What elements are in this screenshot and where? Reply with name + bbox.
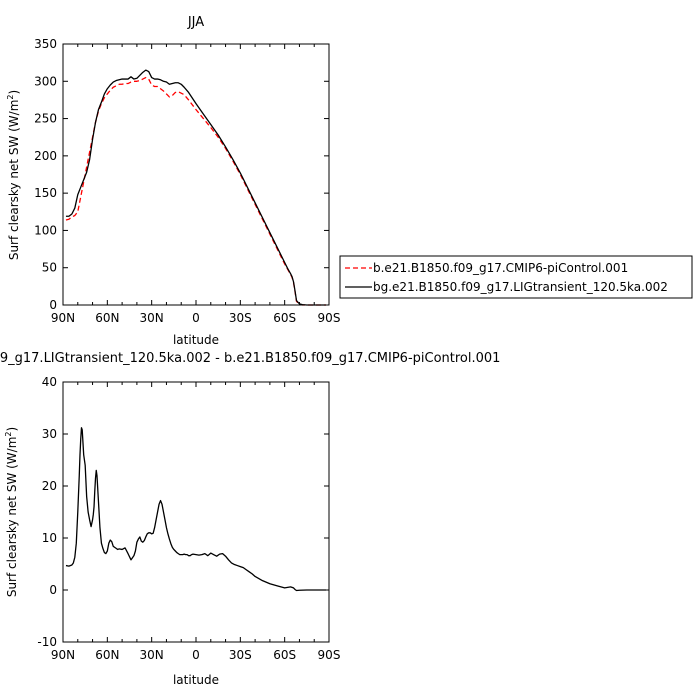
x-tick-label: 0 <box>192 648 200 662</box>
series-line-1 <box>65 427 327 592</box>
y-tick-label: 100 <box>34 223 57 237</box>
y-tick-label: 150 <box>34 186 57 200</box>
x-tick-label: 60N <box>95 648 119 662</box>
legend-box <box>339 255 693 299</box>
y-tick-label: 350 <box>34 37 57 51</box>
y-axis-label-tail: ) <box>7 90 21 95</box>
chart-title: JJA <box>187 15 204 30</box>
y-tick-label: 300 <box>34 74 57 88</box>
x-tick-label: 30S <box>229 311 252 325</box>
legend-entry-series-1: b.e21.B1850.f09_g17.CMIP6-piControl.001 <box>373 261 628 275</box>
legend: b.e21.B1850.f09_g17.CMIP6-piControl.001 … <box>339 255 693 299</box>
y-axis-label-superscript: 2 <box>6 95 15 100</box>
y-tick-label: 10 <box>42 531 57 545</box>
series-line-2 <box>65 69 327 306</box>
x-tick-label: 60S <box>273 311 296 325</box>
x-tick-label: 30N <box>140 648 164 662</box>
y-tick-label: 30 <box>42 427 57 441</box>
y-axis-label: Surf clearsky net SW (W/m2) <box>6 90 21 260</box>
x-tick-label: 30N <box>140 311 164 325</box>
x-tick-label: 30S <box>229 648 252 662</box>
plot-frame <box>62 381 330 643</box>
y-tick-label: 250 <box>34 112 57 126</box>
x-axis-label: latitude <box>173 673 219 687</box>
chart-difference: bg.e21.B1850.f09_g17.LIGtransient_120.5k… <box>0 351 500 687</box>
x-tick-label: 60N <box>95 311 119 325</box>
x-axis-label: latitude <box>173 333 219 347</box>
series-line-1 <box>65 76 327 306</box>
y-tick-label: 40 <box>42 375 57 389</box>
chart-title: bg.e21.B1850.f09_g17.LIGtransient_120.5k… <box>0 351 500 366</box>
y-tick-label: 200 <box>34 149 57 163</box>
y-tick-label: 0 <box>49 583 57 597</box>
chart-jja: JJA 90N 60N 30N 0 30S 60S 90S 0 50 100 150 200 250 30… <box>6 15 693 347</box>
x-tick-label: 90S <box>318 311 341 325</box>
x-tick-label: 60S <box>273 648 296 662</box>
y-axis-label-superscript: 2 <box>4 432 13 437</box>
x-tick-label: 90N <box>51 648 75 662</box>
y-tick-label: 50 <box>42 261 57 275</box>
x-tick-label: 90S <box>318 648 341 662</box>
y-axis-label-tail: ) <box>5 427 19 432</box>
plot-frame <box>62 43 330 306</box>
y-axis-label: Surf clearsky net SW (W/m2) <box>4 427 19 597</box>
legend-entry-series-2: bg.e21.B1850.f09_g17.LIGtransient_120.5k… <box>373 280 668 294</box>
x-tick-label: 0 <box>192 311 200 325</box>
y-tick-label: -10 <box>37 635 57 649</box>
y-tick-label: 0 <box>49 298 57 312</box>
x-tick-label: 90N <box>51 311 75 325</box>
y-tick-label: 20 <box>42 479 57 493</box>
